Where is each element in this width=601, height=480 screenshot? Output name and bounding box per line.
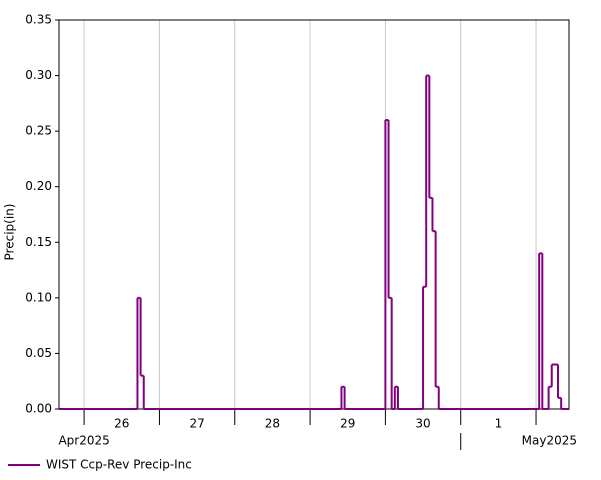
y-tick-label: 0.25 bbox=[25, 124, 52, 138]
x-tick-label: 26 bbox=[114, 417, 129, 431]
x-month-label: May2025 bbox=[522, 434, 577, 448]
x-tick-label: 29 bbox=[340, 417, 355, 431]
y-tick-label: 0.15 bbox=[25, 235, 52, 249]
x-tick-label: 30 bbox=[415, 417, 430, 431]
y-tick-label: 0.20 bbox=[25, 179, 52, 193]
y-axis-label: Precip(in) bbox=[3, 204, 17, 261]
x-tick-label: 28 bbox=[265, 417, 280, 431]
y-tick-label: 0.00 bbox=[25, 402, 52, 416]
x-month-label: Apr2025 bbox=[58, 434, 109, 448]
y-tick-label: 0.30 bbox=[25, 68, 52, 82]
y-tick-label: 0.05 bbox=[25, 346, 52, 360]
y-tick-label: 0.10 bbox=[25, 290, 52, 304]
legend-label: WIST Ccp-Rev Precip-Inc bbox=[46, 458, 192, 472]
x-tick-label: 27 bbox=[189, 417, 204, 431]
y-tick-label: 0.35 bbox=[25, 13, 52, 27]
x-tick-label: 1 bbox=[495, 417, 503, 431]
plot-frame bbox=[58, 19, 570, 410]
